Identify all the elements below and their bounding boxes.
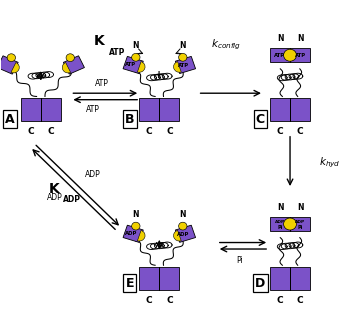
Text: N: N bbox=[133, 210, 139, 219]
Wedge shape bbox=[11, 63, 19, 73]
Text: ATP: ATP bbox=[86, 105, 100, 113]
Text: Pi: Pi bbox=[298, 225, 303, 230]
Wedge shape bbox=[174, 62, 181, 72]
Wedge shape bbox=[174, 230, 181, 241]
Bar bbox=[270, 98, 290, 121]
Text: N: N bbox=[297, 203, 303, 212]
Text: $\mathbf{K}$: $\mathbf{K}$ bbox=[48, 182, 61, 196]
Bar bbox=[41, 98, 61, 121]
Bar bbox=[270, 267, 290, 290]
Text: C: C bbox=[166, 127, 173, 136]
Polygon shape bbox=[175, 56, 196, 74]
Text: ADP: ADP bbox=[47, 193, 63, 201]
Polygon shape bbox=[123, 56, 143, 74]
Text: ATP: ATP bbox=[274, 53, 286, 58]
Polygon shape bbox=[175, 225, 196, 242]
Text: C: C bbox=[166, 296, 173, 305]
Text: $k_{config}$: $k_{config}$ bbox=[211, 37, 240, 52]
Circle shape bbox=[132, 222, 140, 230]
Circle shape bbox=[284, 49, 296, 61]
Text: D: D bbox=[255, 276, 266, 289]
Bar bbox=[290, 217, 310, 231]
Text: ATP: ATP bbox=[294, 53, 306, 58]
Bar bbox=[159, 98, 179, 121]
Text: C: C bbox=[48, 127, 54, 136]
Bar bbox=[270, 49, 290, 62]
Wedge shape bbox=[62, 63, 71, 73]
Text: N: N bbox=[297, 34, 303, 43]
Text: C: C bbox=[297, 296, 303, 305]
Text: ADP: ADP bbox=[177, 232, 189, 237]
Wedge shape bbox=[138, 62, 145, 72]
Text: Pi: Pi bbox=[236, 256, 243, 264]
Text: ADP: ADP bbox=[125, 231, 137, 236]
Bar bbox=[139, 267, 159, 290]
Text: C: C bbox=[297, 127, 303, 136]
Text: ATP: ATP bbox=[95, 79, 109, 88]
Text: ATP: ATP bbox=[109, 48, 125, 57]
Wedge shape bbox=[138, 230, 145, 241]
Polygon shape bbox=[0, 56, 18, 74]
Text: C: C bbox=[277, 296, 284, 305]
Circle shape bbox=[284, 218, 296, 230]
Text: B: B bbox=[125, 113, 134, 126]
Text: C: C bbox=[146, 127, 153, 136]
Bar bbox=[290, 98, 310, 121]
Text: N: N bbox=[180, 210, 186, 219]
Bar bbox=[159, 267, 179, 290]
Text: N: N bbox=[133, 41, 139, 50]
Text: N: N bbox=[277, 34, 283, 43]
Bar bbox=[290, 49, 310, 62]
Text: ADP: ADP bbox=[85, 170, 101, 179]
Text: A: A bbox=[5, 113, 15, 126]
Text: E: E bbox=[125, 276, 134, 289]
Text: N: N bbox=[180, 41, 186, 50]
Text: C: C bbox=[256, 113, 265, 126]
Circle shape bbox=[66, 54, 75, 62]
Text: C: C bbox=[146, 296, 153, 305]
Text: C: C bbox=[277, 127, 284, 136]
Text: C: C bbox=[27, 127, 34, 136]
Text: ADP: ADP bbox=[295, 220, 305, 224]
Circle shape bbox=[178, 53, 187, 61]
Circle shape bbox=[7, 54, 15, 62]
Bar bbox=[21, 98, 41, 121]
Text: ATP: ATP bbox=[177, 63, 189, 68]
Polygon shape bbox=[123, 225, 143, 242]
Text: ADP: ADP bbox=[63, 196, 82, 204]
Text: ADP: ADP bbox=[275, 220, 285, 224]
Bar bbox=[290, 267, 310, 290]
Circle shape bbox=[178, 222, 187, 230]
Polygon shape bbox=[63, 56, 84, 74]
Text: ATP: ATP bbox=[125, 62, 136, 67]
Text: N: N bbox=[277, 203, 283, 212]
Bar bbox=[270, 217, 290, 231]
Text: $k_{hyd}$: $k_{hyd}$ bbox=[319, 156, 341, 170]
Text: $\mathbf{K}$: $\mathbf{K}$ bbox=[93, 34, 107, 48]
Bar bbox=[139, 98, 159, 121]
Text: Pi: Pi bbox=[278, 225, 283, 230]
Text: +: + bbox=[155, 70, 163, 80]
Circle shape bbox=[132, 53, 140, 61]
